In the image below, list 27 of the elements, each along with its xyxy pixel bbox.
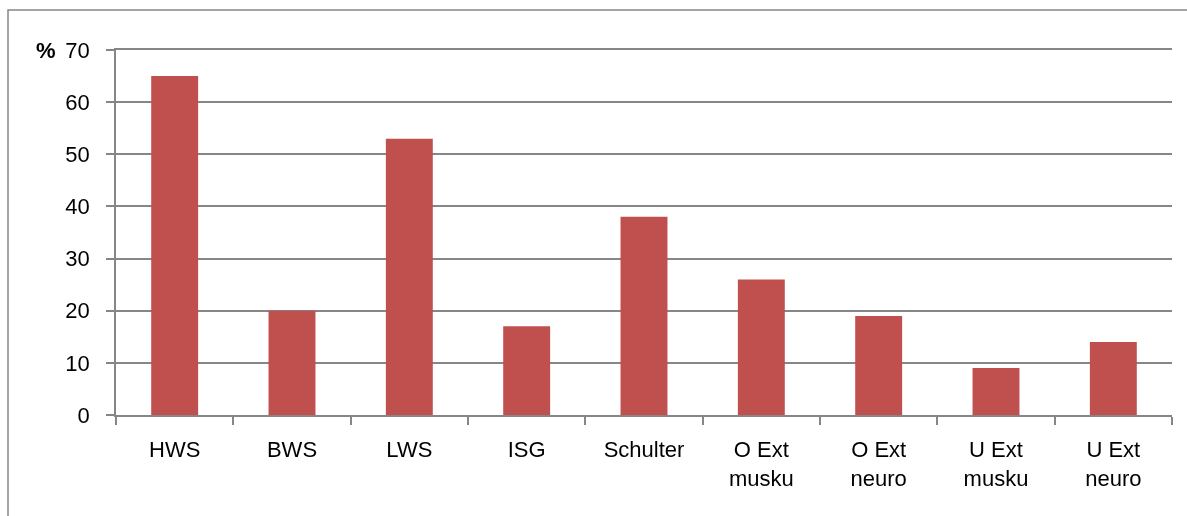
x-tick-label: U Ext musku [963,437,1029,491]
y-tick-label: 0 [77,402,90,428]
bar [1089,342,1137,415]
x-tick-label: Schulter [603,437,685,463]
x-tick-label: BWS [266,437,318,463]
bar [972,368,1020,415]
bar [620,216,668,415]
bar [268,310,316,415]
x-tick-label: O Ext musku [728,437,794,491]
y-tick-label: 50 [65,141,90,167]
bar [737,279,785,415]
x-tick-label: HWS [149,437,201,463]
bar [855,315,903,415]
y-tick-label: 70 [65,37,90,63]
bar [151,76,199,415]
x-tick-label: O Ext neuro [850,437,907,491]
x-tick-label: LWS [386,437,433,463]
y-tick-label: 20 [65,298,90,324]
x-tick-label: U Ext neuro [1085,437,1142,491]
y-axis-title: % [36,38,56,63]
y-tick-label: 10 [65,350,90,376]
y-tick-label: 60 [65,89,90,115]
y-tick-label: 40 [65,194,90,220]
y-tick-label: 30 [65,246,90,272]
bar [385,138,433,415]
bar [503,326,551,415]
x-tick-label: ISG [507,437,546,463]
